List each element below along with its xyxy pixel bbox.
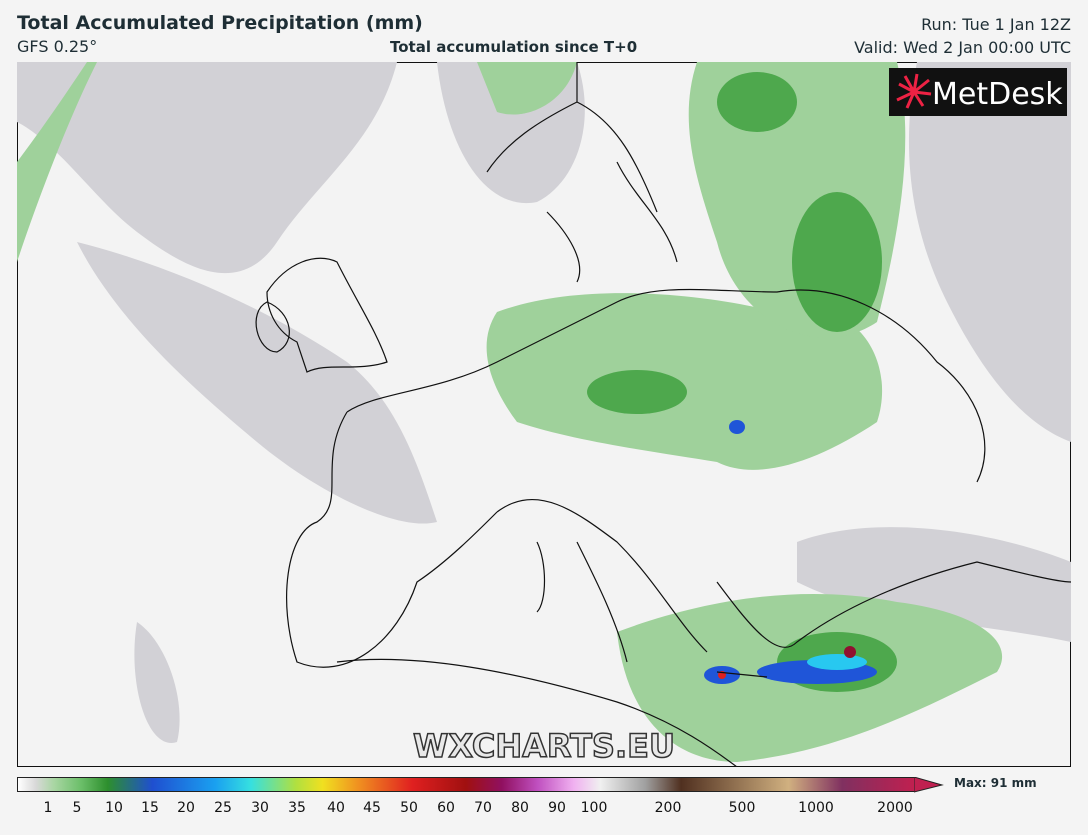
colorbar-label: 40 [327, 800, 345, 816]
colorbar-label: 25 [214, 800, 232, 816]
colorbar-label: 1 [43, 800, 53, 816]
colorbar-label: 500 [728, 800, 756, 816]
colorbar-label: 20 [177, 800, 195, 816]
colorbar-label: 200 [654, 800, 682, 816]
colorbar-label: 30 [251, 800, 269, 816]
colorbar-label: 1000 [798, 800, 834, 816]
subtitle: Total accumulation since T+0 [390, 38, 638, 56]
title: Total Accumulated Precipitation (mm) [17, 12, 423, 34]
model: GFS 0.25° [17, 37, 98, 56]
colorbar-label: 5 [72, 800, 82, 816]
light-precip [17, 62, 1071, 743]
colorbar-label: 60 [437, 800, 455, 816]
logo-text: MetDesk [932, 77, 1063, 112]
watermark: WXCHARTS.EU [413, 727, 675, 765]
colorbar-label: 10 [105, 800, 123, 816]
coastlines [255, 62, 1071, 767]
colorbar-label: 15 [141, 800, 159, 816]
colorbar-label: 100 [580, 800, 608, 816]
colorbar-arrow [914, 777, 944, 793]
colorbar [17, 777, 915, 792]
colorbar-label: 50 [400, 800, 418, 816]
valid-time: Valid: Wed 2 Jan 00:00 UTC [854, 38, 1071, 57]
colorbar-label: 2000 [877, 800, 913, 816]
colorbar-label: 70 [474, 800, 492, 816]
logo-icon [896, 73, 932, 109]
intense-precip [704, 420, 877, 684]
map: MetDesk WXCHARTS.EU [17, 62, 1071, 767]
colorbar-label: 35 [288, 800, 306, 816]
colorbar-label: 80 [511, 800, 529, 816]
run-time: Run: Tue 1 Jan 12Z [921, 15, 1071, 34]
colorbar-label: 45 [363, 800, 381, 816]
max-value: Max: 91 mm [954, 776, 1037, 790]
colorbar-label: 90 [548, 800, 566, 816]
